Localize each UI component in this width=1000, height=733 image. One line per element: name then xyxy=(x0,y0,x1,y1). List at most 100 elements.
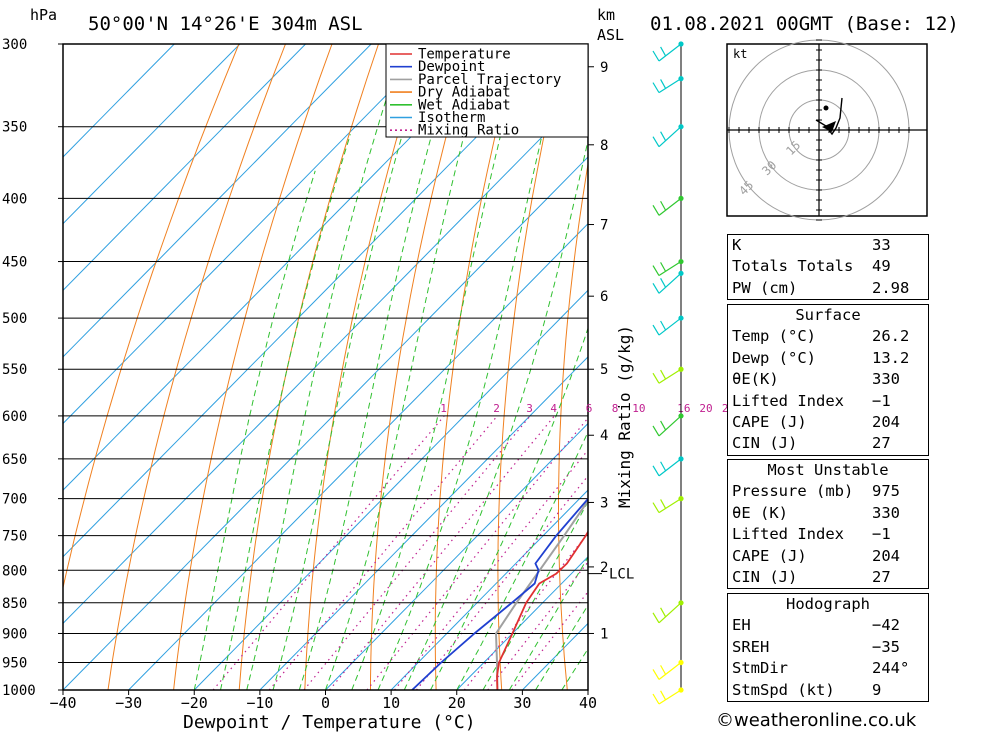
row-value: 49 xyxy=(872,257,891,276)
legend-label: Temperature xyxy=(418,47,511,63)
row-label: SREH xyxy=(732,637,770,656)
row-label: Pressure (mb) xyxy=(732,482,854,501)
hodograph-unit: kt xyxy=(733,47,747,61)
wind-barb-flag xyxy=(652,283,660,294)
row-value: 330 xyxy=(872,503,900,522)
table-row: θE (K) 330 xyxy=(728,503,928,524)
wind-barb-flag xyxy=(660,420,667,431)
row-value: 33 xyxy=(872,236,891,254)
legend-label: Mixing Ratio xyxy=(418,123,519,139)
row-value: −1 xyxy=(872,525,891,544)
height-tick-label: 3 xyxy=(600,495,608,511)
wind-barb-flag xyxy=(652,265,660,276)
table-row: CIN (J) 27 xyxy=(728,567,928,588)
legend-box xyxy=(385,43,589,138)
pressure-tick-label: 800 xyxy=(2,563,27,579)
table-row: CAPE (J) 204 xyxy=(728,412,928,433)
legend-label: Parcel Trajectory xyxy=(418,72,561,88)
height-tick-label: 7 xyxy=(600,218,608,234)
wind-barb-flag xyxy=(652,82,660,93)
row-label: CAPE (J) xyxy=(732,546,807,565)
row-value: 244° xyxy=(872,659,910,678)
wet-adiabat xyxy=(193,170,316,690)
height-tick-label: 1 xyxy=(600,627,608,643)
wind-barb-shaft xyxy=(658,78,682,94)
wind-barb-flag xyxy=(660,499,667,509)
surface-table: Surface Temp (°C) 26.2 Dewp (°C) 13.2 θE(K) 33… xyxy=(727,304,929,456)
pressure-tick-label: 750 xyxy=(2,529,27,545)
temperature-tick-label: 20 xyxy=(448,694,466,712)
row-value: −35 xyxy=(872,637,900,656)
wind-barb-flag xyxy=(652,669,660,680)
wind-barb-flag xyxy=(660,320,667,331)
wind-barb-shaft xyxy=(658,458,682,477)
table-row: SREH −35 xyxy=(728,637,928,658)
datetime-title: 01.08.2021 00GMT (Base: 12) xyxy=(650,13,959,35)
wind-barb-flag xyxy=(652,205,660,216)
wind-barb-flag xyxy=(652,372,660,384)
row-value: 26.2 xyxy=(872,327,910,346)
pressure-tick-label: 950 xyxy=(2,656,27,672)
row-label: Temp (°C) xyxy=(732,327,816,346)
wind-barb-flag xyxy=(660,79,667,89)
mixing-ratio-line xyxy=(268,415,498,690)
table-row: PW (cm) 2.98 xyxy=(728,278,928,299)
isotherm-line xyxy=(63,44,306,292)
wind-barb-shaft xyxy=(658,261,682,277)
copyright: ©weatheronline.co.uk xyxy=(716,710,917,731)
wind-barb-shaft xyxy=(658,317,682,336)
dry-adiabat xyxy=(497,44,565,690)
wind-barb-shaft xyxy=(658,272,682,294)
row-label: StmDir xyxy=(732,659,788,678)
most-unstable-table: Most Unstable Pressure (mb) 975 θE (K) 330 Li… xyxy=(727,459,929,590)
hodograph-table: Hodograph EH −42 SREH −35 StmDir 244° StmSpd (k… xyxy=(727,593,929,702)
pressure-tick-label: 1000 xyxy=(2,683,36,699)
location-title: 50°00'N 14°26'E 304m ASL xyxy=(88,13,363,35)
row-label: θE(K) xyxy=(732,370,779,389)
row-value: −1 xyxy=(872,391,891,410)
row-value: 27 xyxy=(872,567,891,586)
wind-barb-shaft xyxy=(658,197,682,216)
table-row: StmSpd (kt) 9 xyxy=(728,680,928,701)
wind-barb-flag xyxy=(660,607,667,618)
isotherm-line xyxy=(63,44,372,358)
x-axis-label: Dewpoint / Temperature (°C) xyxy=(183,712,476,733)
lcl-label: LCL xyxy=(609,567,634,583)
asl-label: ASL xyxy=(597,26,624,44)
table-row: Temp (°C) 26.2 xyxy=(728,326,928,347)
wind-barb-shaft xyxy=(658,126,682,148)
wet-adiabat xyxy=(298,44,459,690)
temperature-tick-label: −10 xyxy=(246,694,273,712)
table-row: K 33 xyxy=(728,235,928,256)
wind-barb-shaft xyxy=(658,415,682,437)
wind-barb-shaft xyxy=(658,368,682,384)
pressure-tick-label: 650 xyxy=(2,452,27,468)
mixing-ratio-label: 2 xyxy=(493,402,500,415)
row-value: 13.2 xyxy=(872,348,910,367)
isotherm-line xyxy=(63,89,588,625)
temperature-tick-label: −20 xyxy=(181,694,208,712)
wind-barb-flag xyxy=(652,693,660,705)
mixing-ratio-label: 6 xyxy=(586,402,593,415)
pressure-tick-label: 400 xyxy=(2,191,27,207)
mixing-ratio-label: 8 xyxy=(612,402,619,415)
isotherm-line xyxy=(63,44,438,425)
pressure-tick-label: 500 xyxy=(2,311,27,327)
pressure-tick-label: 700 xyxy=(2,492,27,508)
pressure-tick-label: 450 xyxy=(2,255,27,271)
isotherm-line xyxy=(63,44,569,558)
isotherm-line xyxy=(63,44,241,225)
pressure-tick-label: 550 xyxy=(2,362,27,378)
series-temperature xyxy=(496,530,588,690)
table-row: Dewp (°C) 13.2 xyxy=(728,348,928,369)
wind-barb-flag xyxy=(652,612,660,624)
wind-barb-shaft xyxy=(658,498,682,514)
row-label: K xyxy=(732,236,742,254)
wet-adiabat xyxy=(220,134,351,690)
wind-barb-flag xyxy=(652,136,660,148)
table-row: Lifted Index −1 xyxy=(728,391,928,412)
pressure-tick-label: 850 xyxy=(2,596,27,612)
height-tick-label: 8 xyxy=(600,138,608,154)
table-row: Lifted Index −1 xyxy=(728,524,928,545)
